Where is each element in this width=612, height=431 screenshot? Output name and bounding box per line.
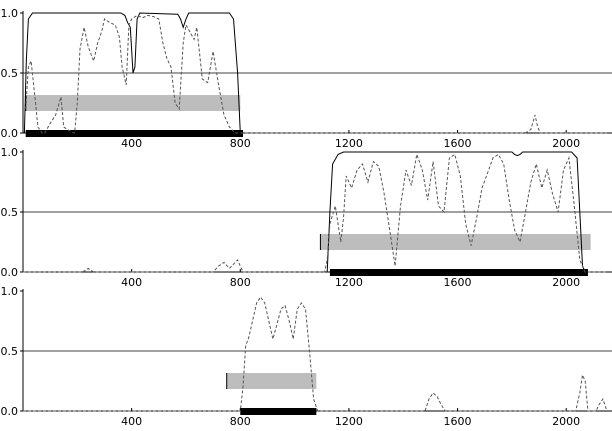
x-tick-label-1-3: 1200 (335, 137, 363, 150)
y-tick-label-3-3: 1.0 (1, 285, 19, 298)
thick-bar-3 (240, 408, 317, 415)
x-tick-label-2-1: 400 (121, 276, 142, 289)
series-dashed-3-1 (23, 296, 608, 412)
y-tick-label-2-2: 0.5 (1, 206, 19, 219)
range-bar-1 (25, 95, 241, 111)
y-tick-label-1-1: 0.0 (1, 127, 19, 140)
x-tick-label-2-2: 800 (230, 276, 251, 289)
x-tick-label-1-5: 2000 (552, 137, 580, 150)
y-tick-label-2-3: 1.0 (1, 146, 19, 159)
y-tick-label-3-2: 0.5 (1, 345, 19, 358)
y-tick-label-3-1: 0.0 (1, 405, 19, 418)
x-tick-label-3-2: 800 (230, 415, 251, 428)
y-tick-label-2-1: 0.0 (1, 266, 19, 279)
series-solid-1-1 (23, 12, 241, 134)
x-tick-label-2-3: 1200 (335, 276, 363, 289)
thick-bar-2 (329, 269, 588, 276)
y-tick-label-1-2: 0.5 (1, 67, 19, 80)
series-dashed-2-2 (23, 152, 607, 273)
x-tick-label-1-4: 1600 (444, 137, 472, 150)
x-tick-label-2-4: 1600 (444, 276, 472, 289)
thick-bar-1 (25, 130, 243, 137)
x-tick-label-3-4: 1600 (444, 415, 472, 428)
series-solid-2-1 (23, 151, 586, 273)
x-tick-label-2-5: 2000 (552, 276, 580, 289)
x-tick-label-3-5: 2000 (552, 415, 580, 428)
range-bar-3 (226, 373, 317, 389)
series-dashed-1-2 (25, 14, 607, 134)
x-tick-label-3-1: 400 (121, 415, 142, 428)
y-tick-label-1-3: 1.0 (1, 7, 19, 20)
x-tick-label-3-3: 1200 (335, 415, 363, 428)
x-tick-label-1-1: 400 (121, 137, 142, 150)
range-bar-2 (320, 234, 591, 250)
x-tick-label-1-2: 800 (230, 137, 251, 150)
